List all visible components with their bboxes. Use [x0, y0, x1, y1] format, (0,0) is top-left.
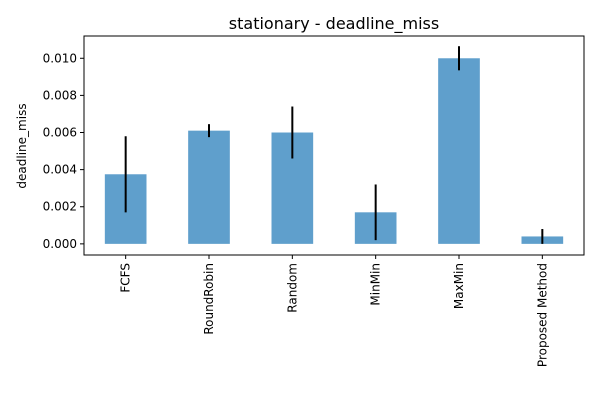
y-tick-label: 0.004 — [43, 163, 77, 177]
x-tick-label: FCFS — [119, 263, 133, 293]
x-tick-label: Proposed Method — [535, 263, 549, 367]
bar — [438, 58, 480, 244]
y-axis: 0.000 0.002 0.004 0.006 0.008 0.010 — [43, 51, 84, 251]
x-tick-label: MaxMin — [452, 263, 466, 309]
plot-frame — [83, 35, 585, 256]
x-tick-label: Random — [285, 263, 299, 313]
y-tick-label: 0.008 — [43, 88, 77, 102]
y-tick-label: 0.000 — [43, 237, 77, 251]
x-tick-label: MinMin — [369, 263, 383, 306]
y-tick-label: 0.002 — [43, 200, 77, 214]
y-tick-label: 0.010 — [43, 51, 77, 65]
bars-group — [104, 58, 564, 244]
x-tick-label: RoundRobin — [202, 263, 216, 335]
error-bars-group — [124, 46, 544, 244]
chart-title: stationary - deadline_miss — [229, 14, 439, 34]
y-axis-label: deadline_miss — [15, 103, 29, 188]
x-axis: FCFS RoundRobin Random MinMin MaxMin Proposed… — [119, 255, 549, 367]
y-tick-label: 0.006 — [43, 126, 77, 140]
bar — [188, 130, 230, 244]
